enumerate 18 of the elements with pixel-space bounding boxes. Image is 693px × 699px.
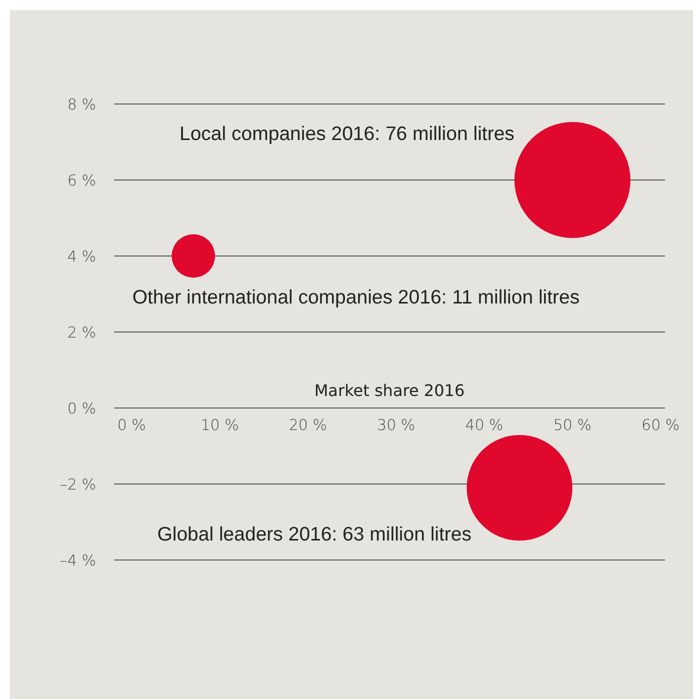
x-tick-label: 0 %	[117, 416, 146, 434]
x-tick-label: 50 %	[553, 416, 592, 434]
y-tick-label: 6 %	[67, 171, 96, 190]
y-tick-label: 8 %	[67, 95, 96, 114]
annotation: Global leaders 2016: 63 million litres	[157, 524, 472, 546]
y-tick-label: 0 %	[67, 399, 96, 418]
x-tick-label: 60 %	[642, 416, 680, 434]
annotation: Other international companies 2016: 11 million litres	[132, 286, 580, 309]
x-tick-label: 20 %	[288, 416, 328, 434]
x-tick-label: 10 %	[200, 416, 239, 434]
x-tick-label: 30 %	[377, 416, 416, 434]
y-tick-label: 4 %	[67, 247, 96, 266]
y-tick-label: 2 %	[67, 323, 96, 342]
y-tick-label: –2 %	[60, 475, 96, 494]
annotation: Local companies 2016: 76 million litres	[179, 123, 515, 145]
x-tick-label: 40 %	[465, 416, 504, 434]
x-axis-title: Market share 2016	[314, 381, 465, 400]
y-tick-label: –4 %	[60, 551, 96, 570]
